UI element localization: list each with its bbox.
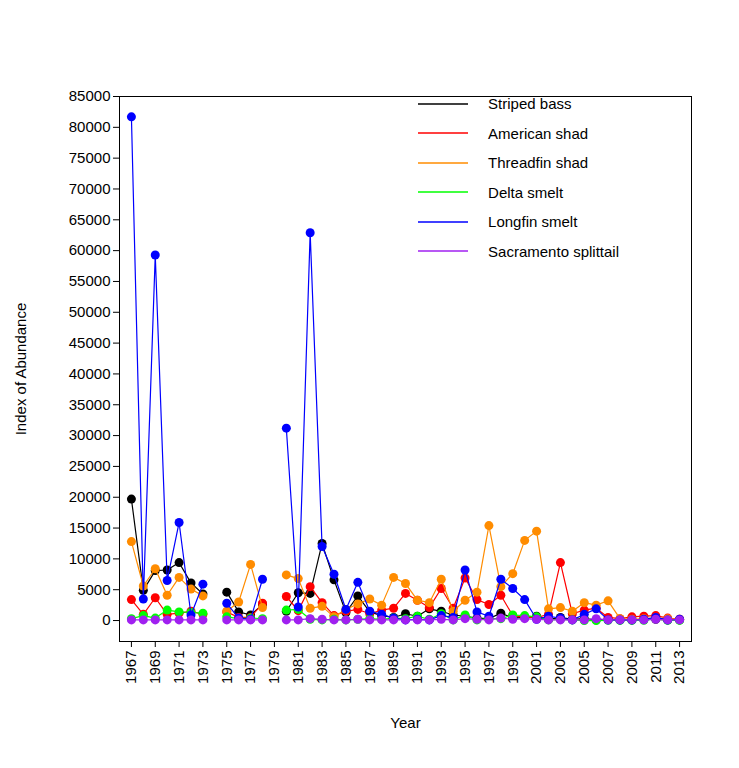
svg-text:60000: 60000 <box>69 241 111 258</box>
html-text:Striped bass: Striped bass <box>488 95 572 113</box>
svg-text:2003: 2003 <box>551 651 568 684</box>
svg-text:1999: 1999 <box>504 651 521 684</box>
svg-text:2011: 2011 <box>647 651 664 683</box>
svg-text:75000: 75000 <box>69 149 111 166</box>
svg-text:85000: 85000 <box>69 87 111 104</box>
svg-text:5000: 5000 <box>77 581 110 598</box>
svg-text:1967: 1967 <box>122 651 139 684</box>
svg-text:2001: 2001 <box>527 651 544 684</box>
svg-text:50000: 50000 <box>69 303 111 320</box>
svg-text:1983: 1983 <box>313 651 330 684</box>
svg-text:1969: 1969 <box>146 651 163 684</box>
svg-text:Index of Abundance: Index of Abundance <box>12 303 29 436</box>
svg-text:2007: 2007 <box>599 651 616 684</box>
svg-text:55000: 55000 <box>69 272 111 289</box>
svg-text:70000: 70000 <box>69 180 111 197</box>
svg-text:1979: 1979 <box>265 651 282 684</box>
svg-text:1989: 1989 <box>384 651 401 684</box>
svg-text:40000: 40000 <box>69 365 111 382</box>
svg-text:20000: 20000 <box>69 488 111 505</box>
html-text:Threadfin shad: Threadfin shad <box>488 154 589 172</box>
svg-text:25000: 25000 <box>69 457 111 474</box>
svg-text:2005: 2005 <box>575 651 592 684</box>
svg-text:2009: 2009 <box>623 651 640 684</box>
svg-text:45000: 45000 <box>69 334 111 351</box>
html-text:Sacramento splittail: Sacramento splittail <box>488 242 619 260</box>
svg-text:1997: 1997 <box>480 651 497 684</box>
svg-text:1975: 1975 <box>218 651 235 684</box>
html-text:Delta smelt: Delta smelt <box>488 183 564 201</box>
svg-text:1993: 1993 <box>432 651 449 684</box>
html-text:Longfin smelt: Longfin smelt <box>488 213 578 231</box>
svg-text:0: 0 <box>102 611 110 628</box>
svg-text:1973: 1973 <box>194 651 211 684</box>
svg-text:1971: 1971 <box>170 651 187 684</box>
svg-text:1995: 1995 <box>456 651 473 684</box>
svg-text:2013: 2013 <box>670 651 687 684</box>
svg-text:80000: 80000 <box>69 118 111 135</box>
svg-text:15000: 15000 <box>69 519 111 536</box>
svg-text:Year: Year <box>390 714 420 731</box>
svg-text:65000: 65000 <box>69 211 111 228</box>
svg-text:1987: 1987 <box>361 651 378 684</box>
svg-text:10000: 10000 <box>69 550 111 567</box>
svg-text:30000: 30000 <box>69 426 111 443</box>
svg-text:1985: 1985 <box>337 651 354 684</box>
svg-text:1977: 1977 <box>241 651 258 684</box>
svg-text:35000: 35000 <box>69 396 111 413</box>
html-text:American shad: American shad <box>488 124 589 142</box>
svg-text:1991: 1991 <box>408 651 425 684</box>
svg-text:1981: 1981 <box>289 651 306 684</box>
